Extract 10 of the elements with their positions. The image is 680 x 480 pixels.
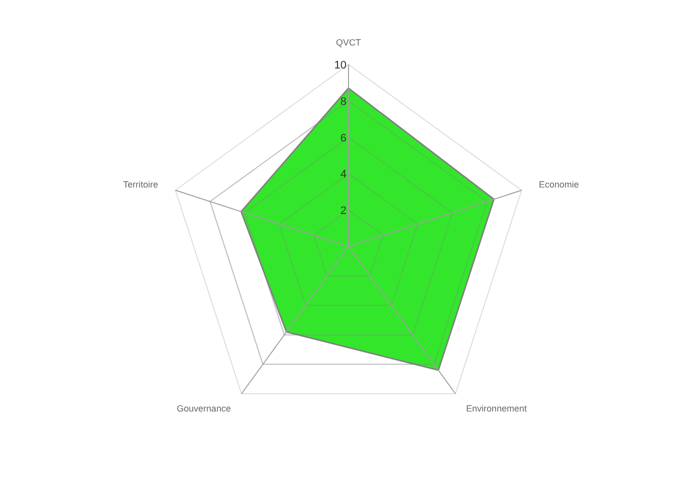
- y-tick-label: 10: [334, 60, 347, 72]
- spoke-label: Environnement: [466, 403, 528, 414]
- y-tick-label: 8: [340, 96, 347, 108]
- spoke-label: Gouvernance: [176, 403, 231, 414]
- spoke-label: Economie: [538, 180, 579, 190]
- spoke-label: QVCT: [336, 37, 362, 48]
- y-tick-label: 2: [340, 205, 347, 218]
- y-tick-label: 4: [340, 168, 347, 181]
- spoke-label: Territoire: [123, 180, 158, 190]
- y-tick-label: 6: [340, 132, 347, 144]
